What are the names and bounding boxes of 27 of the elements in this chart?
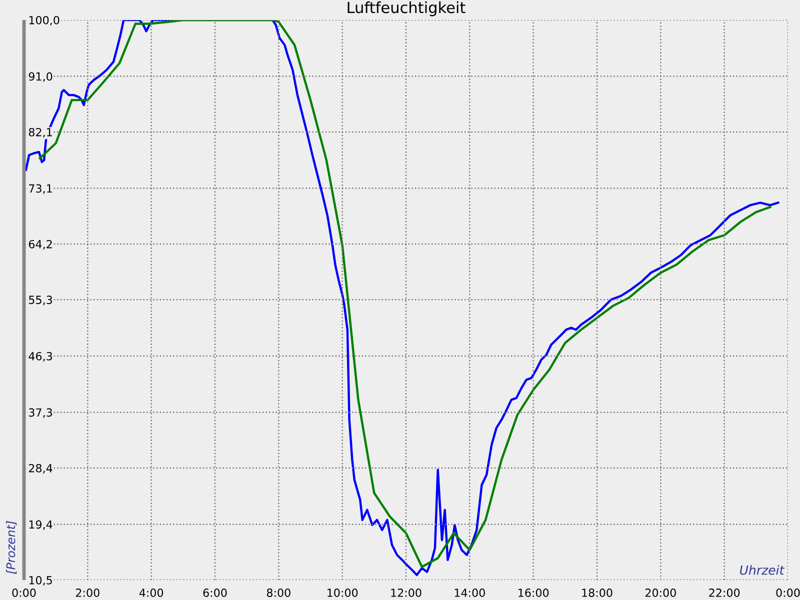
y-tick-label: 73,1 <box>29 184 52 194</box>
x-tick-label: 22:00 <box>709 588 740 597</box>
x-tick-label: 4:00 <box>139 588 164 597</box>
y-tick-label: 28,4 <box>28 464 52 474</box>
y-tick-label: 82,1 <box>28 128 52 138</box>
y-axis-title: [Prozent] <box>6 521 17 574</box>
y-tick-label: 37,3 <box>29 408 52 418</box>
x-tick-label: 20:00 <box>645 588 676 597</box>
y-tick-label: 55,3 <box>29 296 52 306</box>
x-tick-label: 0:00 <box>12 588 36 597</box>
x-tick-label: 16:00 <box>518 588 549 597</box>
x-tick-label: 0:00 <box>776 588 800 597</box>
x-axis-title: Uhrzeit <box>740 565 785 575</box>
x-tick-label: 2:00 <box>76 588 100 597</box>
x-tick-label: 14:00 <box>454 588 485 597</box>
y-tick-label: 46,3 <box>28 352 52 362</box>
y-tick-label: 19,4 <box>29 520 52 530</box>
x-tick-label: 12:00 <box>391 588 422 597</box>
x-tick-label: 18:00 <box>582 588 612 597</box>
x-tick-label: 6:00 <box>203 588 227 597</box>
y-tick-label: 64,2 <box>28 240 52 250</box>
y-tick-label: 10,5 <box>29 576 52 586</box>
chart-title: Luftfeuchtigkeit <box>348 1 466 16</box>
y-tick-label: 91,0 <box>28 72 52 82</box>
x-tick-label: 8:00 <box>266 588 290 597</box>
x-tick-label: 10:00 <box>328 588 358 597</box>
y-tick-label: 100,0 <box>29 16 60 26</box>
